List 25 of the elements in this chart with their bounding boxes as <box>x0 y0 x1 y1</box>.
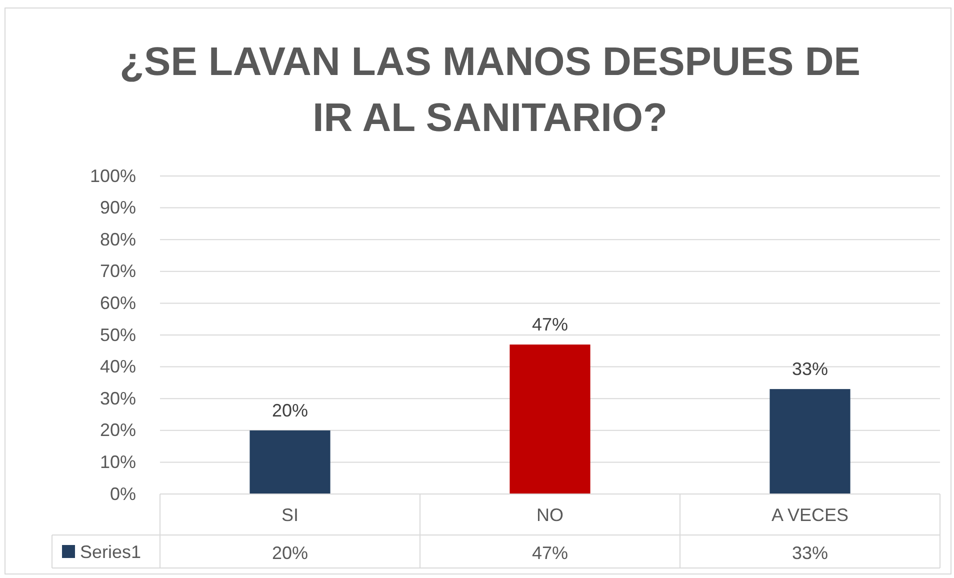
x-tick-label: A VECES <box>771 505 849 525</box>
y-tick-label: 70% <box>100 261 136 282</box>
text: 33% <box>792 543 828 563</box>
y-tick-label: 30% <box>100 388 136 408</box>
chart-title: ¿SE LAVAN LAS MANOS DESPUES DE IR AL SANITARIO? <box>120 40 860 140</box>
text: 20% <box>272 400 308 420</box>
bar <box>250 430 330 494</box>
y-tick-label: 80% <box>100 229 136 250</box>
y-tick-label: 60% <box>100 292 136 313</box>
x-tick-label: SI <box>281 505 299 525</box>
y-tick-label: 90% <box>100 198 136 218</box>
y-tick-label: 0% <box>110 484 136 504</box>
y-tick-label: 50% <box>100 324 136 345</box>
text: 33% <box>792 359 828 380</box>
text: 20% <box>272 543 308 563</box>
y-tick-label: 10% <box>100 452 136 472</box>
text: 47% <box>532 543 568 563</box>
bar <box>510 344 590 494</box>
y-tick-label: 100% <box>90 166 136 186</box>
text: 47% <box>532 314 568 335</box>
x-tick-label: NO <box>536 505 564 525</box>
y-tick-label: 40% <box>100 356 136 377</box>
bar <box>770 389 850 494</box>
y-tick-label: 20% <box>100 420 136 440</box>
legend-label: Series1 <box>80 542 142 562</box>
